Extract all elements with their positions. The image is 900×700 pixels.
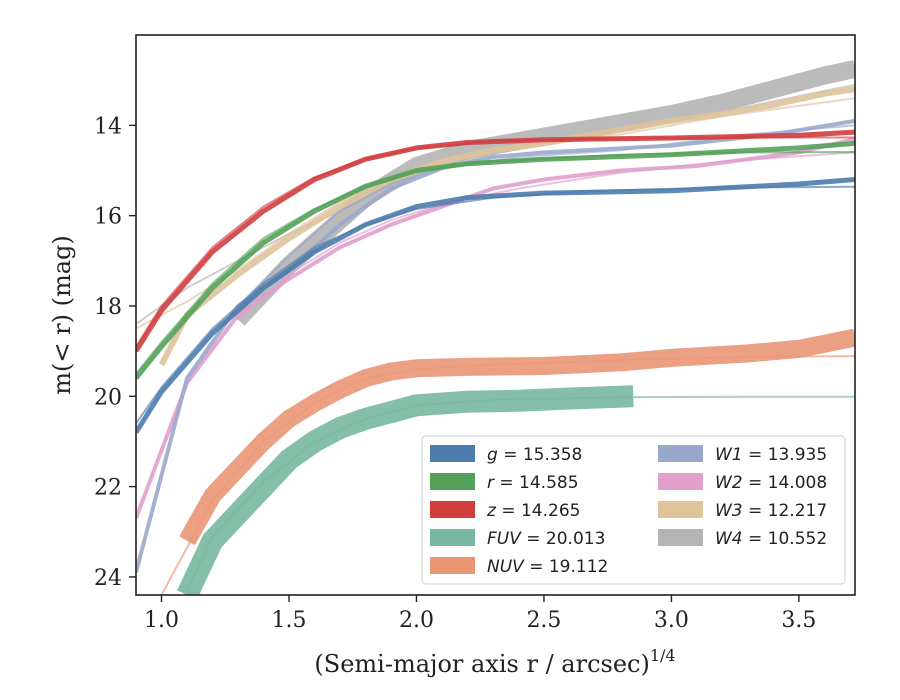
legend-swatch-r: [430, 473, 475, 490]
x-tick-label: 3.0: [654, 608, 689, 633]
legend-label-w3: W3 = 12.217: [715, 501, 827, 521]
series-layer: [136, 60, 855, 595]
x-axis-label-main: (Semi-major axis r / arcsec): [314, 650, 649, 678]
legend-swatch-z: [430, 501, 475, 518]
legend: g = 15.358 r = 14.585 z = 14.265 FUV = 20.0…: [421, 435, 846, 585]
series-w4-profile-band: [231, 60, 855, 326]
x-axis-label: (Semi-major axis r / arcsec)1/4: [314, 646, 675, 678]
x-axis: 1.0 1.5 2.0 2.5 3.0 3.5: [144, 595, 816, 633]
x-tick-label: 2.5: [526, 608, 561, 633]
series-w3-model-line: [136, 97, 855, 330]
legend-box: [421, 435, 846, 585]
series-nuv-profile-band: [179, 328, 855, 546]
legend-swatch-w3: [658, 501, 703, 518]
legend-label-nuv: NUV = 19.112: [487, 557, 608, 577]
legend-label-r: r = 14.585: [487, 473, 579, 493]
y-tick-label: 16: [94, 205, 122, 230]
legend-swatch-nuv: [430, 557, 475, 574]
y-tick-label: 14: [94, 114, 122, 139]
plot-frame: [135, 34, 856, 596]
y-tick-label: 18: [94, 295, 122, 320]
legend-swatch-w2: [658, 473, 703, 490]
series-g-profile-band: [136, 177, 855, 434]
legend-label-fuv: FUV = 20.013: [487, 529, 605, 549]
series-w3-profile-band: [158, 86, 855, 367]
legend-swatch-g: [430, 445, 475, 462]
series-r-profile-band: [136, 140, 855, 380]
x-tick-label: 1.0: [144, 608, 179, 633]
legend-label-g: g = 15.358: [487, 445, 582, 465]
y-axis: 14 16 18 20 22 24: [94, 114, 136, 591]
y-tick-label: 24: [94, 566, 122, 591]
x-tick-label: 1.5: [271, 608, 306, 633]
series-w4-model-line: [136, 83, 855, 325]
legend-label-z: z = 14.265: [486, 501, 580, 521]
series-fuv-profile-band: [177, 385, 634, 595]
legend-label-w2: W2 = 14.008: [715, 473, 827, 493]
series-z-profile-band: [136, 129, 855, 353]
legend-label-w1: W1 = 13.935: [715, 445, 827, 465]
legend-swatch-w1: [658, 445, 703, 462]
legend-label-w4: W4 = 10.552: [715, 529, 827, 549]
series-w2-profile-band: [136, 136, 855, 519]
y-tick-label: 22: [94, 476, 122, 501]
y-axis-label: m(< r) (mag): [48, 235, 76, 394]
legend-swatch-w4: [658, 529, 703, 546]
legend-swatch-fuv: [430, 529, 475, 546]
y-tick-label: 20: [94, 385, 122, 410]
x-tick-label: 3.5: [781, 608, 816, 633]
x-axis-label-exponent: 1/4: [650, 646, 676, 665]
x-tick-label: 2.0: [399, 608, 434, 633]
